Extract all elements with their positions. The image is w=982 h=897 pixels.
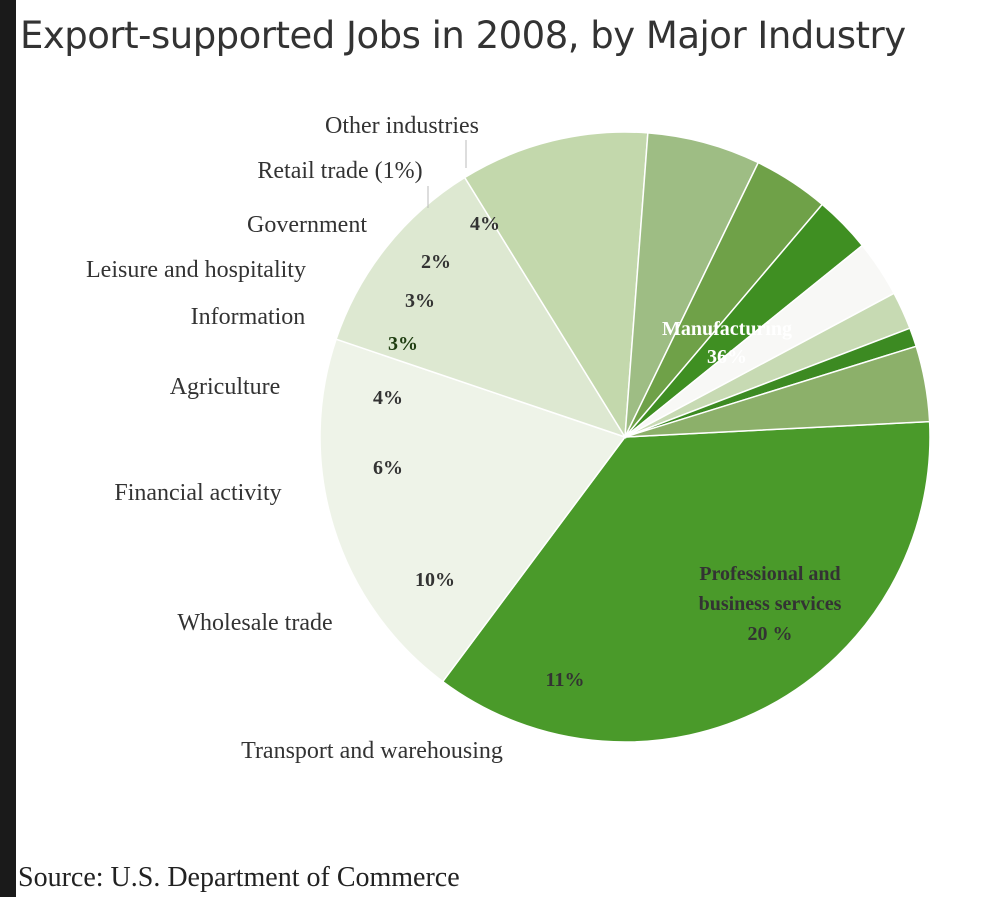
label-professional-and-business-services-line-1: Professional and (699, 563, 840, 585)
pie-slice-transport-and-warehousing (335, 176, 627, 439)
chart-title: Export-supported Jobs in 2008, by Major … (20, 14, 906, 57)
label-information: Information (191, 304, 306, 330)
label-retail-trade-1: Retail trade (1%) (257, 158, 422, 184)
value-label-professional-and-business-services: 20 % (748, 623, 793, 645)
value-label-agriculture: 4% (373, 387, 403, 409)
label-leisure-and-hospitality: Leisure and hospitality (86, 257, 306, 283)
value-label-government: 2% (421, 251, 451, 273)
pie-slice-professional-and-business-services (319, 338, 627, 683)
value-label-leisure-and-hospitality: 3% (405, 290, 435, 312)
value-label-manufacturing: 36% (707, 346, 747, 368)
label-professional-and-business-services-line-2: business services (699, 593, 842, 615)
value-label-financial-activity: 6% (373, 457, 403, 479)
value-label-information: 3% (388, 333, 418, 355)
source-note: Source: U.S. Department of Commerce (18, 862, 460, 893)
label-transport-and-warehousing: Transport and warehousing (241, 738, 503, 764)
value-label-transport-and-warehousing: 11% (546, 669, 585, 691)
value-label-wholesale-trade: 10% (415, 569, 455, 591)
label-agriculture: Agriculture (170, 374, 281, 400)
pie-slice-other-industries (624, 345, 931, 438)
pie-slice-wholesale-trade (463, 131, 649, 440)
label-government: Government (247, 212, 367, 238)
left-border (0, 0, 16, 897)
label-manufacturing-line-1: Manufacturing (662, 318, 792, 340)
label-wholesale-trade: Wholesale trade (177, 610, 332, 636)
value-label-other-industries: 4% (470, 213, 500, 235)
pie-slice-manufacturing (441, 420, 931, 743)
label-financial-activity: Financial activity (114, 480, 281, 506)
label-other-industries: Other industries (325, 113, 479, 139)
